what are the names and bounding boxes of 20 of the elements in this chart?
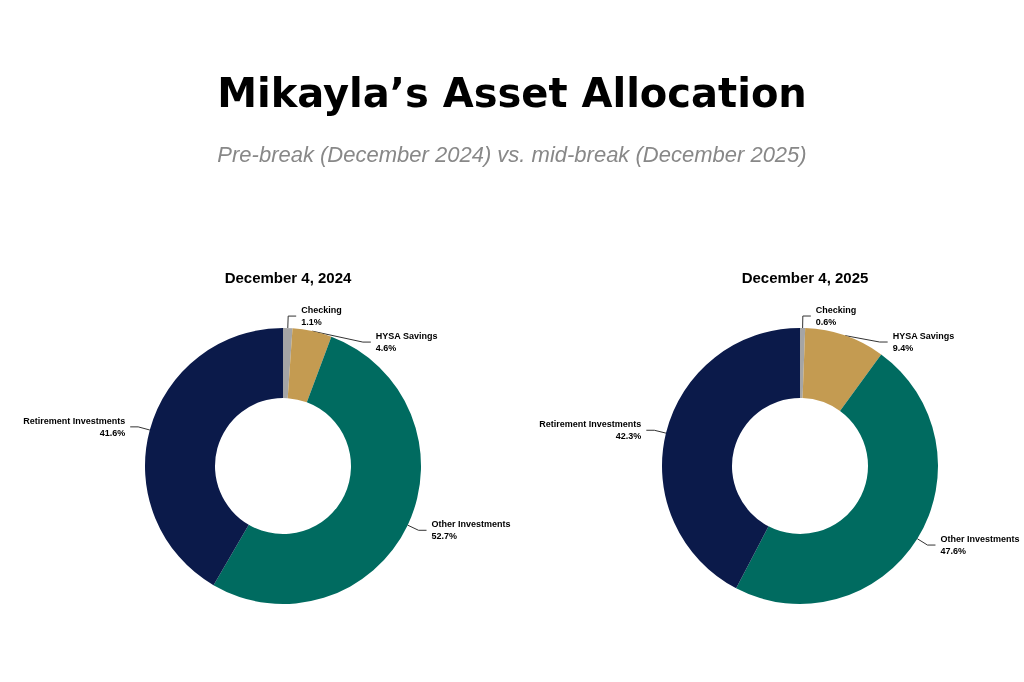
slice-label: HYSA Savings [375,331,438,342]
slice-label: Other Investments [940,534,1020,545]
chart-title: December 4, 2025 [741,269,869,286]
slice-label: Retirement Investments [23,415,126,426]
data-label: 1.1% [301,317,322,328]
text: Pre-break (December 2024) vs. mid-break (December 2025) [216,142,808,168]
slice-label: Checking [301,305,342,316]
text: Mikayla’s Asset Allocation [216,70,808,116]
slice-label: Checking [815,305,857,316]
slice-label: Retirement Investments [539,419,642,430]
chart-title: December 4, 2024 [224,269,353,286]
slice-label: Other Investments [431,519,511,530]
data-label: 9.4% [892,343,914,354]
slice-label: HYSA Savings [892,331,955,342]
data-label: 52.7% [431,531,458,542]
data-label: 0.6% [815,317,837,328]
data-label: 47.6% [940,546,967,557]
data-label: 42.3% [615,431,642,442]
data-label: 4.6% [375,343,397,354]
data-label: 41.6% [99,427,126,438]
